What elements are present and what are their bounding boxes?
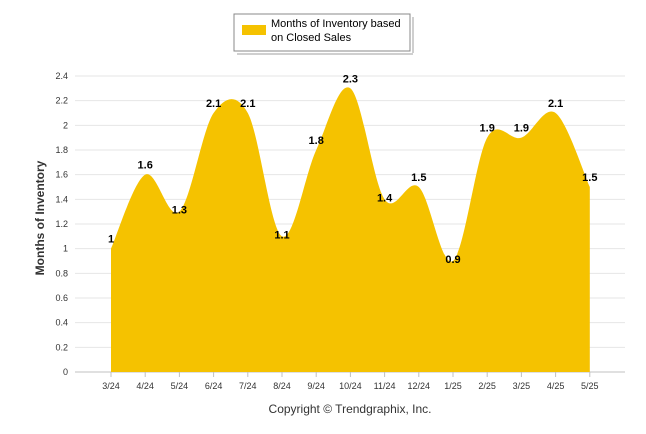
y-tick-label: 1.6 [55, 170, 68, 180]
y-tick-label: 0.2 [55, 342, 68, 352]
x-tick-label: 3/24 [102, 381, 120, 391]
y-tick-label: 2 [63, 120, 68, 130]
y-tick-label: 1.4 [55, 194, 68, 204]
data-label: 1.6 [138, 160, 153, 172]
x-tick-label: 11/24 [374, 381, 396, 391]
x-tick-label: 9/24 [307, 381, 325, 391]
data-label: 1.9 [480, 123, 495, 135]
data-label: 0.9 [445, 254, 460, 266]
data-label: 1.5 [411, 172, 426, 184]
y-tick-label: 2.2 [55, 96, 68, 106]
x-tick-label: 7/24 [239, 381, 257, 391]
x-tick-label: 10/24 [339, 381, 362, 391]
legend-label-line1: Months of Inventory based [271, 18, 401, 30]
x-axis-ticks: 3/24 4/24 5/24 6/24 7/24 8/24 9/24 10/24 11/24 12… [102, 372, 599, 391]
data-label: 1.1 [274, 229, 289, 241]
data-label: 1 [108, 234, 114, 246]
x-tick-label: 1/25 [444, 381, 462, 391]
y-tick-label: 0.4 [55, 318, 68, 328]
x-tick-label: 3/25 [513, 381, 531, 391]
legend: Months of Inventory based on Closed Sale… [233, 13, 414, 55]
y-axis-ticks: 0 0.2 0.4 0.6 0.8 1 1.2 1.4 1.6 1.8 2 2.2 2.4 [55, 71, 68, 377]
y-tick-label: 1 [63, 244, 68, 254]
y-tick-label: 2.4 [55, 71, 68, 81]
data-label: 2.3 [343, 73, 358, 85]
x-tick-label: 5/25 [581, 381, 599, 391]
y-tick-label: 0 [63, 367, 68, 377]
copyright-footer: Copyright © Trendgraphix, Inc. [269, 402, 432, 416]
x-tick-label: 8/24 [273, 381, 291, 391]
data-label: 2.1 [548, 98, 563, 110]
x-tick-label: 4/25 [547, 381, 565, 391]
data-label: 1.9 [514, 123, 529, 135]
data-label: 2.1 [240, 98, 255, 110]
y-tick-label: 1.8 [55, 145, 68, 155]
legend-shadow [412, 17, 414, 53]
data-label: 2.1 [206, 98, 221, 110]
legend-shadow-bottom [237, 53, 413, 55]
y-tick-label: 0.8 [55, 268, 68, 278]
data-label: 1.4 [377, 192, 393, 204]
y-axis-label: Months of Inventory [33, 160, 47, 275]
x-tick-label: 5/24 [171, 381, 189, 391]
legend-swatch [242, 25, 266, 35]
x-tick-label: 6/24 [205, 381, 223, 391]
y-tick-label: 0.6 [55, 293, 68, 303]
y-tick-label: 1.2 [55, 219, 68, 229]
x-tick-label: 12/24 [408, 381, 431, 391]
data-labels: 1 1.6 1.3 2.1 2.1 1.1 1.8 2.3 1.4 1.5 0.9 1.9 1.9 2.1… [108, 73, 598, 266]
series-area [111, 87, 590, 373]
x-tick-label: 2/25 [478, 381, 496, 391]
data-label: 1.8 [309, 135, 324, 147]
data-label: 1.5 [582, 172, 597, 184]
legend-label-line2: on Closed Sales [271, 32, 352, 44]
x-tick-label: 4/24 [136, 381, 154, 391]
data-label: 1.3 [172, 205, 187, 217]
